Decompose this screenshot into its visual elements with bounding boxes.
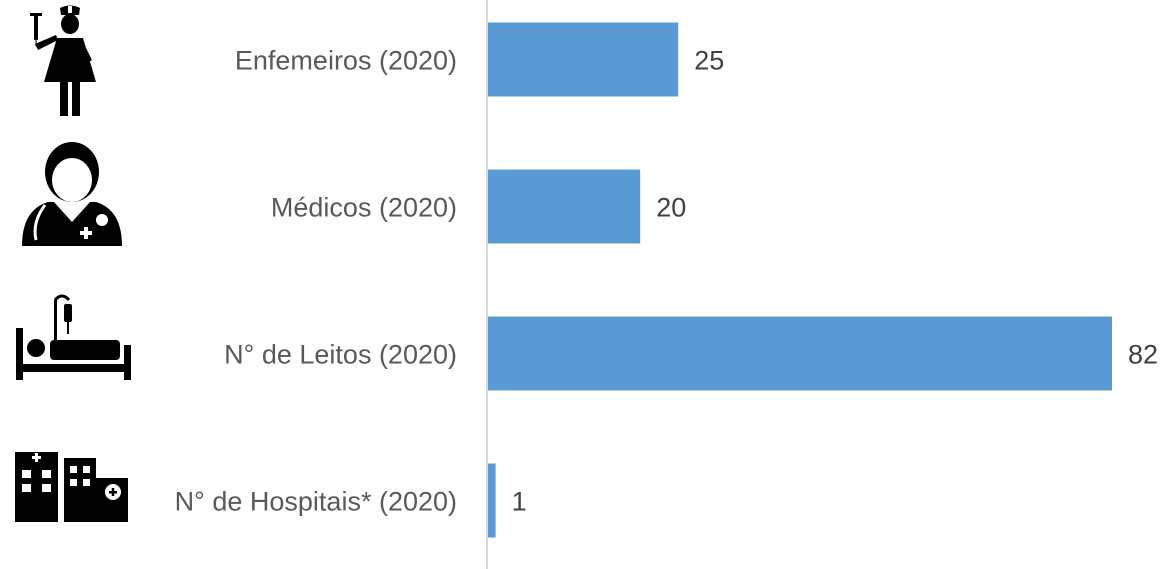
- hospital-buildings-icon: [15, 452, 128, 522]
- category-label: N° de Hospitais* (2020): [175, 487, 457, 517]
- bar: [488, 22, 679, 97]
- nurse-icon: [30, 5, 96, 116]
- bars-layer: Enfemeiros (2020) 25 Médicos (2020) 20 N° de…: [175, 22, 1158, 538]
- bar: [488, 463, 496, 538]
- category-label: Médicos (2020): [271, 193, 457, 223]
- data-label: 1: [512, 487, 527, 517]
- category-label: Enfemeiros (2020): [235, 46, 457, 76]
- data-label: 25: [694, 46, 724, 76]
- hospital-bed-icon: [16, 294, 131, 380]
- category-label: N° de Leitos (2020): [224, 340, 457, 370]
- doctor-icon: [22, 142, 122, 246]
- data-label: 20: [656, 193, 686, 223]
- bar: [488, 169, 641, 244]
- bar: [488, 316, 1112, 391]
- data-label: 82: [1128, 340, 1158, 370]
